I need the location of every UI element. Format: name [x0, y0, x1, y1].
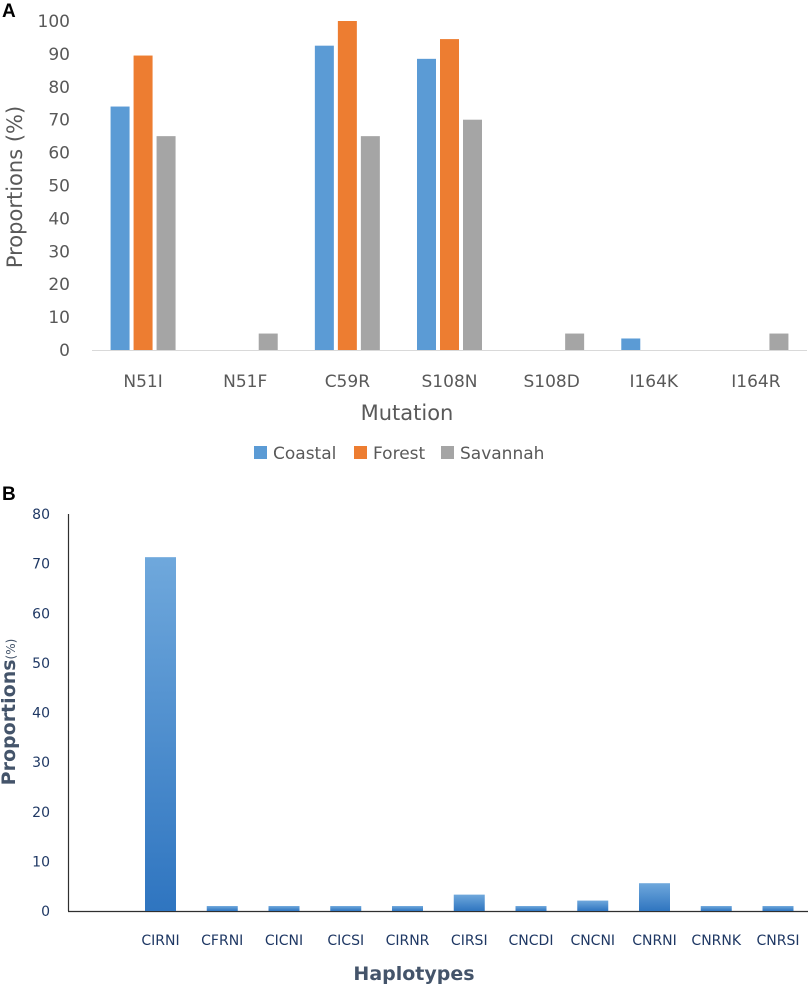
panel-a-y-tick-label: 20	[48, 275, 70, 295]
panel-a-x-tick-label: C59R	[325, 372, 371, 392]
panel-b-y-axis-title-suffix: (%)	[4, 639, 18, 660]
panel-a-y-tick-label: 40	[48, 209, 70, 229]
panel-b-x-tick-label: CFRNI	[201, 933, 243, 949]
bar-savannah-c59r	[360, 136, 380, 350]
legend-swatch-forest	[354, 446, 367, 459]
panel-a-y-tick-label: 50	[48, 177, 70, 197]
bar-cirsi	[453, 894, 485, 911]
panel-a-x-tick-label: S108N	[422, 372, 478, 392]
bar-cfrni	[206, 906, 238, 911]
panel-b-x-tick-label: CNCDI	[509, 933, 554, 949]
panel-a-x-ticks: N51I N51F C59R S108N S108D I164K I164R	[123, 372, 780, 392]
panel-b-x-tick-label: CIRSI	[451, 933, 488, 949]
panel-a-x-tick-label: S108D	[523, 372, 579, 392]
panel-b-y-tick-label: 80	[32, 507, 50, 523]
panel-b-x-tick-label: CNRNI	[632, 933, 677, 949]
bar-coastal-n51i	[110, 106, 130, 350]
panel-a-x-axis-title: Mutation	[361, 401, 454, 425]
legend-label-savannah: Savannah	[460, 444, 544, 464]
panel-b-y-tick-label: 10	[32, 854, 50, 870]
panel-b-x-tick-label: CICSI	[327, 933, 364, 949]
bar-coastal-i164k	[621, 338, 641, 350]
panel-b-y-tick-label: 70	[32, 557, 50, 573]
panel-a-y-tick-label: 100	[38, 12, 70, 32]
panel-a-y-axis-title: Proportions (%)	[3, 106, 27, 268]
panel-b-label: B	[2, 484, 16, 505]
bar-forest-s108n	[440, 39, 459, 350]
panel-a-x-tick-label: I164R	[731, 372, 780, 392]
bar-cnrnk	[700, 906, 732, 911]
bar-cicsi	[330, 906, 362, 911]
panel-b-y-tick-label: 20	[32, 805, 50, 821]
bar-cirni	[145, 557, 176, 911]
panel-b-x-ticks: CIRNI CFRNI CICNI CICSI CIRNR CIRSI CNCDI CNCNI…	[141, 933, 799, 949]
panel-b-x-tick-label: CIRNI	[141, 933, 179, 949]
panel-a-y-tick-label: 30	[48, 242, 70, 262]
legend-swatch-savannah	[441, 446, 454, 459]
bar-cicni	[268, 906, 300, 911]
panel-b-y-tick-label: 30	[32, 755, 50, 771]
panel-a-y-tick-label: 60	[48, 144, 70, 164]
bar-savannah-s108d	[565, 333, 585, 350]
panel-a-label: A	[2, 1, 16, 22]
panel-b-bars	[145, 557, 794, 911]
panel-a-chart: 0 10 20 30 40 50 60 70 80 90 100 N51I N51F C59R S108N…	[3, 12, 807, 464]
panel-b-x-tick-label: CICNI	[265, 933, 303, 949]
bar-savannah-i164r	[769, 333, 789, 350]
panel-b-x-tick-label: CIRNR	[386, 933, 430, 949]
bar-savannah-n51f	[258, 333, 278, 350]
bar-savannah-s108n	[463, 119, 482, 350]
panel-b-x-tick-label: CNRSI	[757, 933, 800, 949]
bar-coastal-s108n	[417, 58, 436, 351]
bar-forest-c59r	[337, 21, 357, 350]
panel-a-y-ticks: 0 10 20 30 40 50 60 70 80 90 100	[38, 12, 70, 361]
panel-a-y-tick-label: 70	[48, 111, 70, 131]
legend-label-coastal: Coastal	[273, 444, 336, 464]
panel-a-y-tick-label: 0	[59, 341, 70, 361]
panel-a-legend: Coastal Forest Savannah	[254, 444, 544, 464]
legend-swatch-coastal	[254, 446, 267, 459]
bar-cnrsi	[762, 906, 794, 911]
panel-a-bars	[110, 21, 789, 351]
panel-b-x-tick-label: CNCNI	[570, 933, 615, 949]
panel-b-y-tick-label: 0	[41, 904, 50, 920]
panel-b-y-axis-title: Proportions(%)	[0, 639, 20, 786]
bar-cncdi	[515, 906, 547, 911]
bar-coastal-c59r	[314, 45, 334, 351]
panel-b-y-tick-label: 60	[32, 606, 50, 622]
panel-b-y-tick-label: 40	[32, 706, 50, 722]
panel-a-x-tick-label: I164K	[629, 372, 678, 392]
panel-b-x-axis-title: Haplotypes	[353, 963, 474, 985]
bar-cirnr	[392, 906, 423, 911]
panel-a-x-tick-label: N51I	[123, 372, 162, 392]
bar-cnrni	[639, 883, 670, 911]
panel-a-y-tick-label: 90	[48, 45, 70, 65]
bar-savannah-n51i	[156, 136, 176, 350]
panel-a-y-tick-label: 10	[48, 308, 70, 328]
panel-b-y-ticks: 0 10 20 30 40 50 60 70 80	[32, 507, 50, 920]
panel-b-y-tick-label: 50	[32, 656, 50, 672]
panel-a-y-tick-label: 80	[48, 78, 70, 98]
panel-b-x-tick-label: CNRNK	[691, 933, 741, 949]
panel-b-y-axis-title-main: Proportions	[0, 659, 20, 785]
bar-cncni	[577, 900, 609, 911]
panel-a-x-tick-label: N51F	[223, 372, 267, 392]
bar-forest-n51i	[133, 55, 153, 351]
legend-label-forest: Forest	[373, 444, 426, 464]
